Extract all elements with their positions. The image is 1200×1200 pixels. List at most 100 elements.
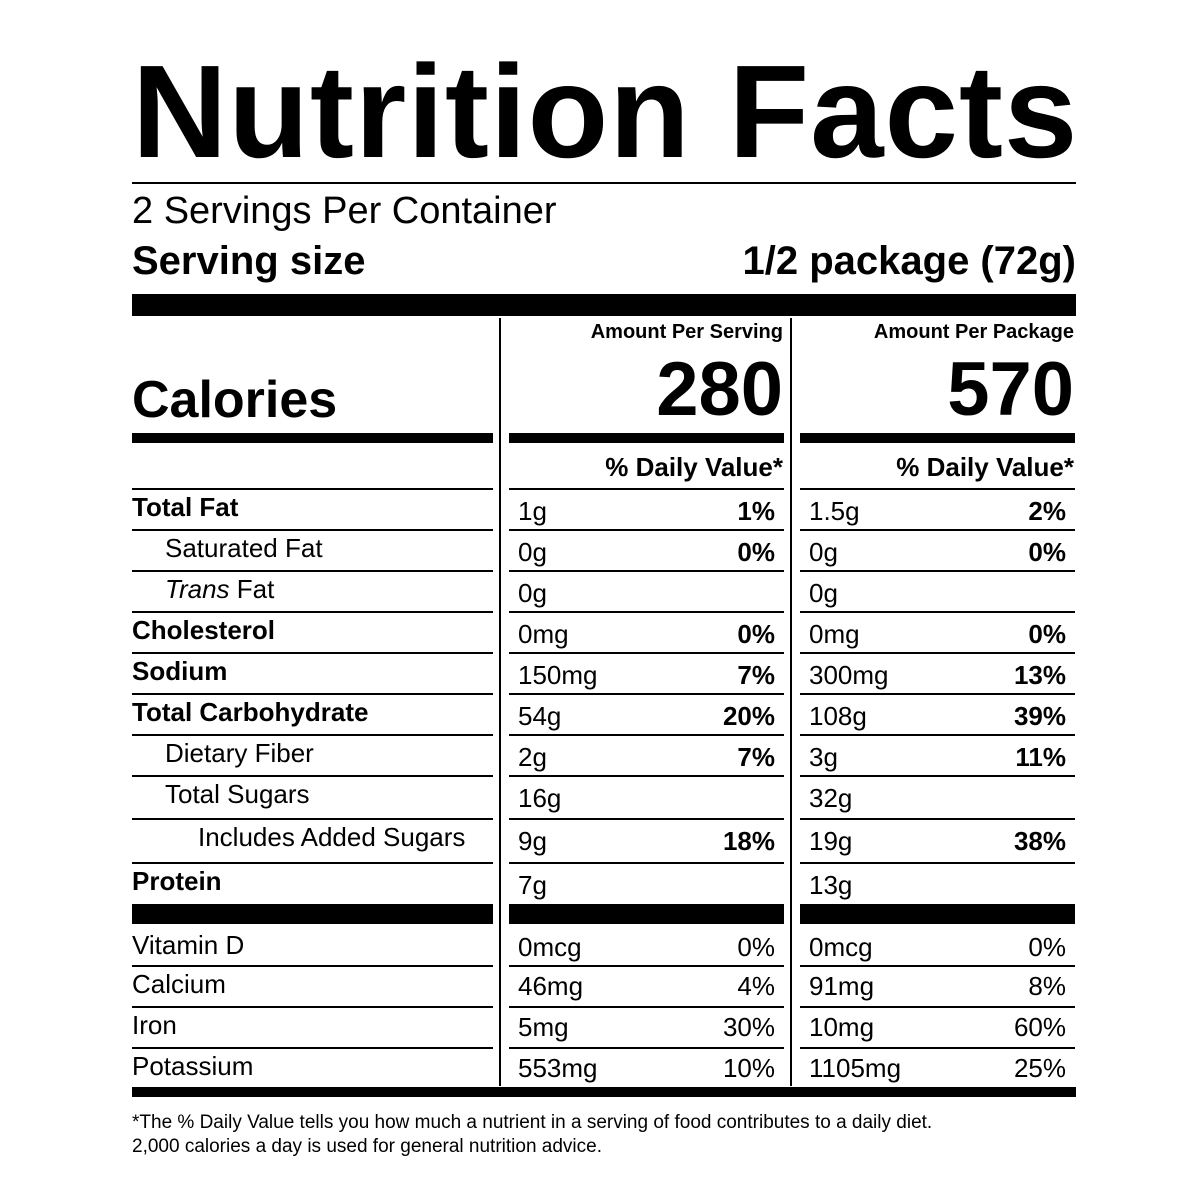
- title-divider: [132, 182, 1076, 184]
- serving-daily-value: 0%: [737, 932, 775, 962]
- package-amount: 1105mg: [809, 1053, 902, 1083]
- package-amount: 0mcg: [809, 932, 873, 962]
- package-amount: 19g: [809, 826, 853, 856]
- nutrient-name: Trans Fat: [165, 574, 274, 604]
- nutrient-name: Total Carbohydrate: [132, 697, 369, 727]
- calories-bar-right: [800, 433, 1075, 443]
- vitamin-name: Iron: [132, 1010, 177, 1040]
- serving-amount: 9g: [518, 826, 547, 856]
- row-divider: [132, 529, 493, 531]
- serving-amount: 150mg: [518, 660, 598, 690]
- row-divider: [509, 862, 784, 864]
- vitamin-name: Potassium: [132, 1051, 254, 1081]
- serving-amount: 5mg: [518, 1012, 569, 1042]
- row-divider: [509, 734, 784, 736]
- serving-column-header: Amount Per Serving: [590, 321, 783, 343]
- nutrient-name: Total Sugars: [165, 779, 310, 809]
- serving-amount: 54g: [518, 701, 562, 731]
- serving-amount: 2g: [518, 742, 547, 772]
- serving-daily-value-header: % Daily Value*: [605, 452, 783, 482]
- row-divider: [509, 693, 784, 695]
- row-divider: [509, 818, 784, 820]
- footnote-line-1: *The % Daily Value tells you how much a …: [132, 1112, 933, 1133]
- serving-amount: 553mg: [518, 1053, 598, 1083]
- row-divider: [132, 734, 493, 736]
- calories-per-serving: 280: [656, 347, 783, 432]
- row-divider: [509, 1047, 784, 1049]
- bottom-bar: [132, 1087, 1076, 1097]
- package-daily-value: 2%: [1028, 496, 1066, 526]
- calories-label: Calories: [132, 371, 338, 429]
- package-amount: 0mg: [809, 619, 860, 649]
- serving-daily-value: 1%: [737, 496, 775, 526]
- package-amount: 0g: [809, 578, 838, 608]
- vitamin-name: Calcium: [132, 969, 226, 999]
- row-divider: [132, 1006, 493, 1008]
- serving-daily-value: 10%: [722, 1053, 775, 1083]
- row-divider: [509, 652, 784, 654]
- package-amount: 108g: [809, 701, 867, 731]
- column-divider-right: [790, 318, 792, 1086]
- column-divider-left: [499, 318, 501, 1086]
- serving-daily-value: 7%: [737, 742, 775, 772]
- row-divider: [509, 965, 784, 967]
- serving-size-thick-bar: [132, 294, 1076, 316]
- label-title: Nutrition Facts: [132, 38, 1079, 185]
- serving-amount: 0mg: [518, 619, 569, 649]
- calories-bar-mid: [509, 433, 784, 443]
- serving-daily-value: 0%: [737, 619, 775, 649]
- vitamin-bar-mid: [509, 904, 784, 924]
- row-divider: [132, 652, 493, 654]
- package-daily-value: 0%: [1028, 537, 1066, 567]
- footnote-line-2: 2,000 calories a day is used for general…: [132, 1136, 602, 1157]
- row-divider: [800, 965, 1075, 967]
- row-divider: [800, 693, 1075, 695]
- package-amount: 91mg: [809, 971, 875, 1001]
- serving-amount: 46mg: [518, 971, 584, 1001]
- serving-amount: 16g: [518, 783, 562, 813]
- nutrient-name-italic: Trans: [165, 574, 230, 604]
- calories-per-package: 570: [947, 347, 1074, 432]
- serving-amount: 0mcg: [518, 932, 582, 962]
- vitamin-name: Vitamin D: [132, 930, 245, 960]
- footnote: *The % Daily Value tells you how much a …: [132, 1111, 1082, 1159]
- package-amount: 1.5g: [809, 496, 860, 526]
- package-daily-value: 13%: [1013, 660, 1066, 690]
- row-divider: [800, 488, 1075, 490]
- nutrient-name: Dietary Fiber: [165, 738, 314, 768]
- row-divider: [132, 611, 493, 613]
- row-divider: [132, 693, 493, 695]
- package-daily-value: 0%: [1028, 619, 1066, 649]
- nutrient-name: Protein: [132, 866, 222, 896]
- package-daily-value: 60%: [1013, 1012, 1066, 1042]
- row-divider: [132, 862, 493, 864]
- nutrient-name: Total Fat: [132, 492, 239, 522]
- row-divider: [800, 1047, 1075, 1049]
- row-divider: [800, 570, 1075, 572]
- package-daily-value: 38%: [1013, 826, 1066, 856]
- serving-size-value: 1/2 package (72g): [742, 239, 1077, 283]
- serving-amount: 0g: [518, 537, 547, 567]
- package-amount: 300mg: [809, 660, 889, 690]
- row-divider: [132, 818, 493, 820]
- serving-daily-value: 18%: [722, 826, 775, 856]
- package-amount: 13g: [809, 870, 853, 900]
- row-divider: [132, 488, 493, 490]
- row-divider: [800, 1006, 1075, 1008]
- row-divider: [800, 818, 1075, 820]
- serving-daily-value: 20%: [722, 701, 775, 731]
- row-divider: [509, 1006, 784, 1008]
- calories-bar-left: [132, 433, 493, 443]
- package-amount: 3g: [809, 742, 838, 772]
- row-divider: [800, 611, 1075, 613]
- package-daily-value: 8%: [1028, 971, 1066, 1001]
- package-daily-value: 11%: [1015, 742, 1066, 772]
- row-divider: [800, 652, 1075, 654]
- row-divider: [800, 862, 1075, 864]
- serving-amount: 1g: [518, 496, 547, 526]
- serving-daily-value: 7%: [737, 660, 775, 690]
- package-amount: 32g: [809, 783, 853, 813]
- nutrient-name: Saturated Fat: [165, 533, 323, 563]
- row-divider: [800, 734, 1075, 736]
- row-divider: [800, 775, 1075, 777]
